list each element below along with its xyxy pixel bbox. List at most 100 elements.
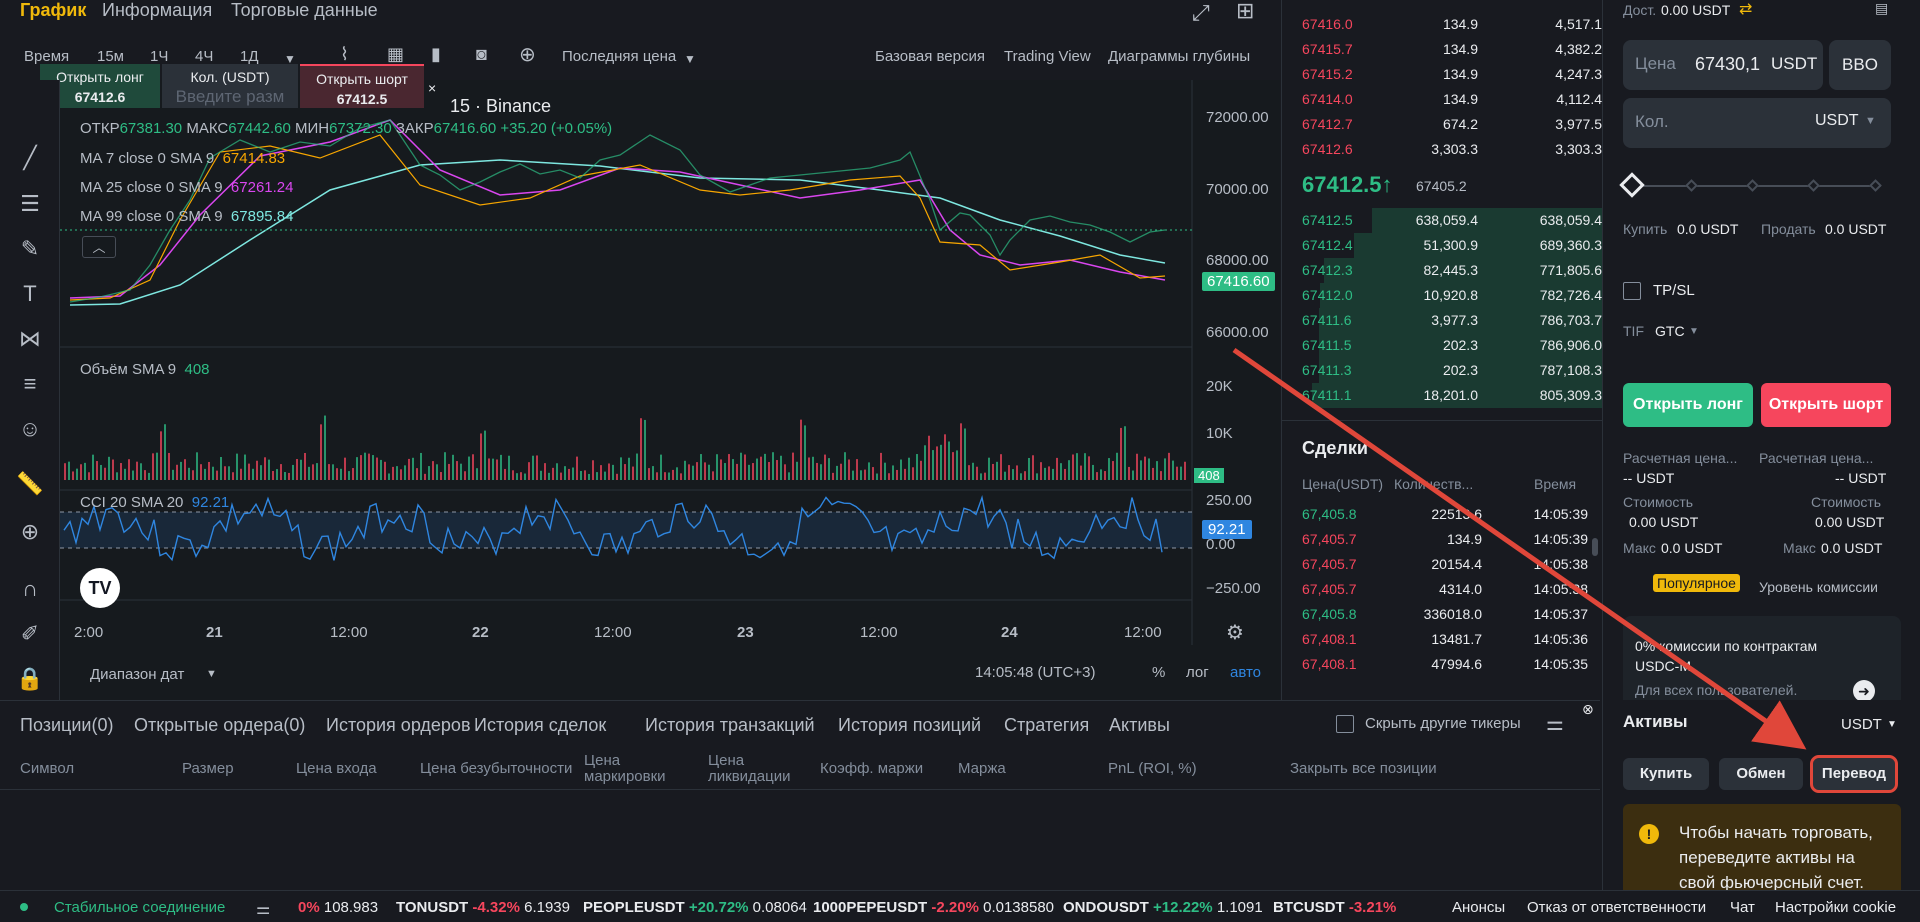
add-icon[interactable]: ⊕ <box>519 44 536 66</box>
ask-row[interactable]: 67414.0 134.9 4,112.4 <box>1302 87 1602 112</box>
open-long-button[interactable]: Открыть лонг <box>1623 383 1753 427</box>
scrollbar[interactable] <box>1592 538 1598 556</box>
bbo-button[interactable]: BBO <box>1829 40 1891 90</box>
view-tradingview[interactable]: Trading View <box>1004 48 1091 65</box>
promo-card[interactable]: 0% комиссии по контрактам USDC-M Для все… <box>1623 616 1901 702</box>
link-chat[interactable]: Чат <box>1730 899 1755 916</box>
date-range-button[interactable]: Диапазон дат <box>90 666 185 683</box>
tf-1d[interactable]: 1Д <box>240 48 259 65</box>
indicator-icon[interactable]: ⌇ <box>340 44 349 64</box>
tf-15m[interactable]: 15м <box>97 48 124 65</box>
ask-row[interactable]: 67416.0 134.9 4,517.1 <box>1302 12 1602 37</box>
tab-open-orders[interactable]: Открытые ордера(0) <box>134 715 306 735</box>
zoom-icon[interactable]: ⊕ <box>20 519 40 544</box>
filter-settings-icon[interactable]: ⚌ <box>1546 713 1564 735</box>
chevron-down-icon[interactable]: ▼ <box>206 668 217 680</box>
chevron-down-icon[interactable]: ▼ <box>1865 115 1876 127</box>
candles-icon[interactable]: ▮ <box>431 44 441 64</box>
tab-position-history[interactable]: История позиций <box>838 715 982 735</box>
open-short-button[interactable]: Открыть шорт <box>1761 383 1891 427</box>
tf-time[interactable]: Время <box>24 48 70 65</box>
calculator-icon[interactable]: ▤ <box>1875 0 1889 16</box>
quick-short-button[interactable]: Открыть шорт 67412.5 <box>300 64 424 108</box>
brush-icon[interactable]: ✎ <box>20 236 40 261</box>
ticker-item[interactable]: 0% 108.983 <box>298 899 378 916</box>
transfer-icon[interactable]: ⇄ <box>1739 1 1753 18</box>
auto-toggle[interactable]: авто <box>1230 664 1262 681</box>
arrow-right-icon[interactable]: ➜ <box>1853 680 1875 702</box>
ticker-item[interactable]: TONUSDT -4.32% 6.1939 <box>396 899 570 916</box>
tf-4h[interactable]: 4Ч <box>195 48 214 65</box>
close-all-positions[interactable]: Закрыть все позиции <box>1290 760 1437 777</box>
hide-tickers-checkbox[interactable] <box>1336 715 1354 733</box>
text-icon[interactable]: T <box>23 281 37 306</box>
fib-icon[interactable]: ≡ <box>23 371 37 396</box>
pencil-lock-icon[interactable]: ✐ <box>20 621 40 646</box>
tab-positions[interactable]: Позиции(0) <box>20 715 114 735</box>
tab-transaction-history[interactable]: История транзакций <box>645 715 815 735</box>
fee-level-link[interactable]: Уровень комиссии <box>1759 579 1878 595</box>
bid-row[interactable]: 67412.0 10,920.8 782,726.4 <box>1302 283 1602 308</box>
emoji-icon[interactable]: ☺ <box>18 416 42 441</box>
expand-icon[interactable]: ⤢ <box>1192 0 1210 25</box>
tab-order-history[interactable]: История ордеров <box>326 715 471 735</box>
ask-row[interactable]: 67415.2 134.9 4,247.3 <box>1302 62 1602 87</box>
slider-handle[interactable] <box>1619 172 1645 198</box>
chevron-down-icon[interactable]: ▼ <box>1887 719 1897 730</box>
layout-icon[interactable]: ▦ <box>387 44 405 64</box>
ticker-item[interactable]: BTCUSDT -3.21% <box>1273 899 1396 916</box>
tab-chart[interactable]: График <box>20 0 87 20</box>
tab-trading-data[interactable]: Торговые данные <box>231 0 378 20</box>
trendline-icon[interactable]: ╱ <box>23 145 37 170</box>
link-disclaimer[interactable]: Отказ от ответственности <box>1527 899 1707 916</box>
ticker-item[interactable]: 1000PEPEUSDT -2.20% 0.0138580 <box>813 899 1054 916</box>
camera-icon[interactable]: ◙ <box>476 44 487 64</box>
assets-currency-select[interactable]: USDT <box>1841 716 1882 733</box>
assets-buy-button[interactable]: Купить <box>1623 758 1709 790</box>
link-announcements[interactable]: Анонсы <box>1452 899 1506 916</box>
bid-row[interactable]: 67412.5 638,059.4 638,059.4 <box>1302 208 1602 233</box>
link-cookie-settings[interactable]: Настройки cookie <box>1775 899 1897 916</box>
bid-row[interactable]: 67411.1 18,201.0 805,309.3 <box>1302 383 1602 408</box>
bid-row[interactable]: 67412.3 82,445.3 771,805.6 <box>1302 258 1602 283</box>
quantity-input[interactable]: Кол. USDT ▼ <box>1623 98 1891 148</box>
ticker-item[interactable]: PEOPLEUSDT +20.72% 0.08064 <box>583 899 807 916</box>
collapse-legend-button[interactable]: ︿ <box>82 236 116 258</box>
magnet-icon[interactable]: ∩ <box>22 576 38 601</box>
view-depth[interactable]: Диаграммы глубины <box>1108 48 1251 65</box>
chevron-down-icon[interactable]: ▼ <box>684 52 696 66</box>
tif-select[interactable]: GTC <box>1655 323 1685 339</box>
chevron-down-icon[interactable]: ▼ <box>1689 326 1699 337</box>
log-toggle[interactable]: лог <box>1186 664 1209 681</box>
tab-strategy[interactable]: Стратегия <box>1004 715 1090 735</box>
ask-row[interactable]: 67412.6 3,303.3 3,303.3 <box>1302 137 1602 162</box>
ticker-settings-icon[interactable]: ⚌ <box>256 901 271 918</box>
view-basic[interactable]: Базовая версия <box>875 48 985 65</box>
settings-icon[interactable]: ⚙ <box>1226 622 1244 644</box>
tab-assets[interactable]: Активы <box>1109 715 1170 735</box>
ask-row[interactable]: 67412.7 674.2 3,977.5 <box>1302 112 1602 137</box>
chevron-down-icon[interactable]: ▼ <box>284 52 296 66</box>
tab-info[interactable]: Информация <box>102 0 213 20</box>
assets-exchange-button[interactable]: Обмен <box>1719 758 1803 790</box>
chart-area[interactable]: 72000.00 70000.00 68000.00 66000.00 6741… <box>0 80 1280 700</box>
lock-icon[interactable]: 🔒 <box>16 666 44 691</box>
tf-1h[interactable]: 1Ч <box>150 48 169 65</box>
ticker-item[interactable]: ONDOUSDT +12.22% 1.1091 <box>1063 899 1263 916</box>
bid-row[interactable]: 67411.5 202.3 786,906.0 <box>1302 333 1602 358</box>
ruler-icon[interactable]: 📏 <box>16 471 44 496</box>
tab-trade-history[interactable]: История сделок <box>474 715 607 735</box>
bid-row[interactable]: 67411.6 3,977.3 786,703.7 <box>1302 308 1602 333</box>
assets-transfer-button[interactable]: Перевод <box>1810 755 1898 793</box>
price-input[interactable]: Цена 67430,1 USDT <box>1623 40 1823 90</box>
quick-qty-field[interactable]: Кол. (USDT) Введите разм <box>162 64 298 108</box>
grid-layout-icon[interactable]: ⊞ <box>1236 0 1255 23</box>
horizontal-lines-icon[interactable]: ☰ <box>20 191 40 216</box>
qty-unit[interactable]: USDT <box>1815 112 1859 129</box>
pattern-icon[interactable]: ⋈ <box>19 326 41 351</box>
price-type-select[interactable]: Последняя цена <box>562 48 677 65</box>
close-panel-icon[interactable]: ⊗ <box>1582 701 1594 717</box>
ask-row[interactable]: 67415.7 134.9 4,382.2 <box>1302 37 1602 62</box>
close-icon[interactable]: × <box>428 80 437 96</box>
quick-long-button[interactable]: Открыть лонг 67412.6 <box>40 64 160 108</box>
